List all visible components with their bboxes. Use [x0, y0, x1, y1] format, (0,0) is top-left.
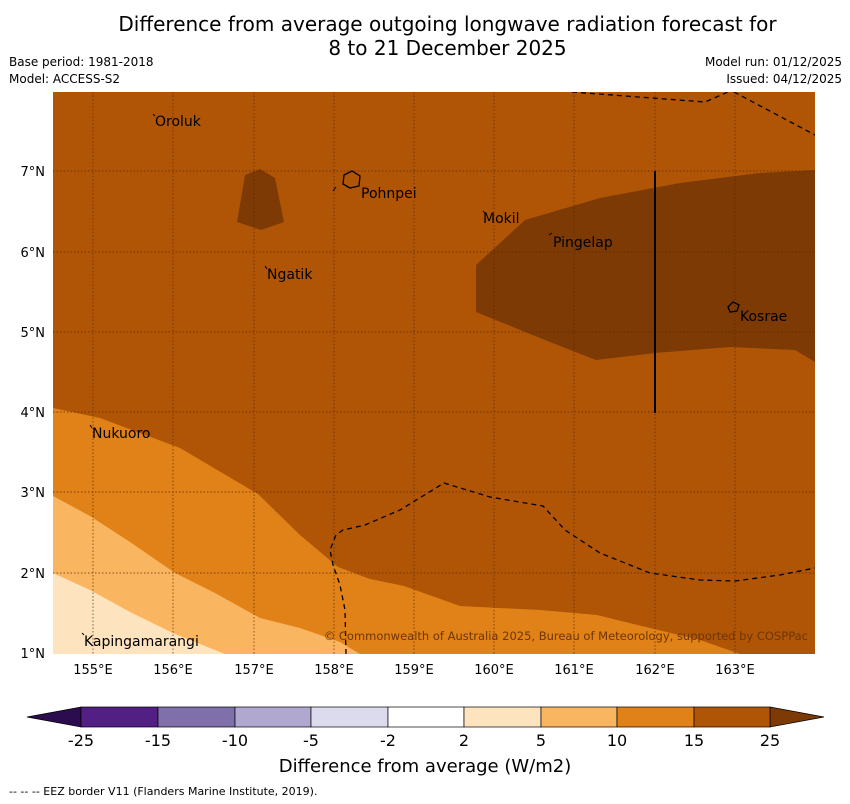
lat-tick-label: 1°N [21, 647, 46, 662]
pohnpei-island [342, 170, 361, 189]
lon-tick-label: 156°E [153, 663, 193, 678]
colorbar-bin [80, 706, 159, 728]
place-label-kosrae: Kosrae [740, 309, 787, 325]
chart-title: Difference from average outgoing longwav… [0, 12, 850, 60]
colorbar-title: Difference from average (W/m2) [279, 756, 571, 777]
map-area: Oroluk Pohnpei Mokil Pingelap Ngatik Kos… [53, 92, 815, 654]
lat-tick-label: 7°N [21, 165, 46, 180]
colorbar-bin [463, 706, 542, 728]
colorbar-over-arrow [769, 706, 825, 728]
anomaly-2-5-band [53, 573, 225, 654]
graticule [53, 92, 815, 654]
lat-axis: 7°N 6°N 5°N 4°N 3°N 2°N 1°N [21, 165, 46, 662]
colorbar: -25 -15 -10 -5 -2 2 5 10 15 25 Differenc… [26, 706, 825, 777]
lon-tick-label: 158°E [314, 663, 354, 678]
lon-tick-label: 160°E [474, 663, 514, 678]
title-line-1: Difference from average outgoing longwav… [118, 12, 777, 36]
place-label-ngatik: Ngatik [267, 267, 313, 283]
model-run: Model run: 01/12/2025 [704, 55, 842, 69]
meta-right: Model run: 01/12/2025 Issued: 04/12/2025 [705, 54, 842, 88]
place-label-oroluk: Oroluk [155, 114, 202, 130]
anomaly-10-15-band [53, 408, 740, 654]
model-name: Model: ACCESS-S2 [9, 72, 121, 86]
place-label-kapingamarangi: Kapingamarangi [84, 634, 199, 650]
meta-left: Base period: 1981-2018 Model: ACCESS-S2 [9, 54, 154, 88]
anomaly-above-25-east [476, 170, 815, 362]
pingelap-atoll [548, 232, 553, 236]
colorbar-under-arrow [26, 706, 82, 728]
oroluk-atoll [152, 113, 156, 117]
copyright-notice: © Commonwealth of Australia 2025, Bureau… [324, 629, 808, 643]
lat-tick-label: 5°N [21, 326, 46, 341]
colorbar-bin [693, 706, 771, 728]
lon-tick-label: 155°E [73, 663, 113, 678]
lon-tick-label: 157°E [234, 663, 274, 678]
island-mark [332, 186, 337, 192]
lon-tick-label: 161°E [554, 663, 594, 678]
title-line-2: 8 to 21 December 2025 [328, 36, 567, 60]
kosrae-island [727, 301, 740, 313]
eez-borders [329, 92, 815, 654]
colorbar-bin [616, 706, 695, 728]
lon-tick-label: 163°E [715, 663, 755, 678]
issued-date: Issued: 04/12/2025 [726, 72, 842, 86]
colorbar-tick-label: 15 [684, 731, 704, 750]
lon-axis: 155°E 156°E 157°E 158°E 159°E 160°E 161°… [73, 663, 755, 678]
colorbar-bin [310, 706, 389, 728]
colorbar-tick-label: -5 [303, 731, 319, 750]
ngatik-atoll [264, 265, 268, 270]
place-label-mokil: Mokil [483, 211, 520, 227]
place-label-nukuoro: Nukuoro [92, 426, 150, 442]
lat-tick-label: 6°N [21, 246, 46, 261]
colorbar-tick-label: 5 [536, 731, 546, 750]
mokil-atoll [482, 210, 486, 214]
nukuoro-atoll [89, 424, 93, 429]
lat-tick-label: 2°N [21, 567, 46, 582]
colorbar-tick-label: 2 [459, 731, 469, 750]
colorbar-tick-label: -10 [222, 731, 248, 750]
eez-footnote: -- -- -- EEZ border V11 (Flanders Marine… [9, 785, 318, 798]
lon-tick-label: 159°E [394, 663, 434, 678]
anomaly-above-25-west [237, 169, 284, 230]
lat-tick-label: 4°N [21, 406, 46, 421]
lon-tick-label: 162°E [635, 663, 675, 678]
colorbar-tick-label: -25 [68, 731, 94, 750]
lat-tick-label: 3°N [21, 486, 46, 501]
colorbar-tick-label: 10 [607, 731, 627, 750]
colorbar-bin [157, 706, 236, 728]
colorbar-bin [540, 706, 618, 728]
colorbar-tick-label: -2 [380, 731, 396, 750]
place-label-pingelap: Pingelap [553, 235, 613, 251]
colorbar-tick-label: -15 [145, 731, 171, 750]
colorbar-tick-label: 25 [760, 731, 780, 750]
place-label-pohnpei: Pohnpei [361, 186, 417, 202]
kapingamarangi-atoll [81, 632, 85, 636]
colorbar-bin [234, 706, 312, 728]
colorbar-bin [387, 706, 465, 728]
base-period: Base period: 1981-2018 [9, 55, 154, 69]
